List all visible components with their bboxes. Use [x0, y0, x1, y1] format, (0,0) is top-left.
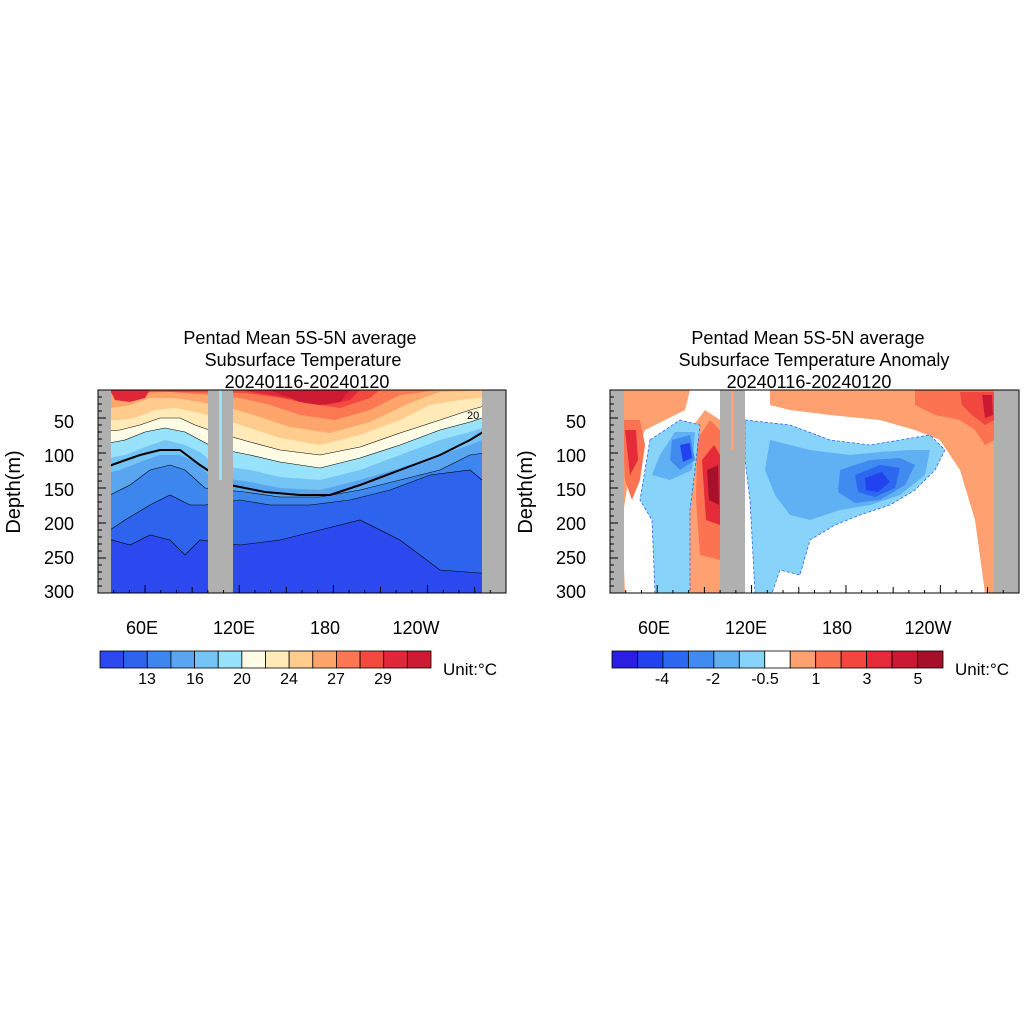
left-date-range: 20240116-20240120 [225, 372, 390, 392]
left-colorbar-swatch [123, 650, 148, 669]
right-colorbar-swatch [840, 650, 868, 669]
left-isoline-a [98, 409, 506, 469]
right-unit-label: Unit:°C [955, 660, 1009, 679]
left-colorbar-swatch [146, 650, 172, 669]
right-colorbar-swatch [662, 650, 689, 669]
right-land-americas [994, 390, 1019, 593]
left-land-gap [219, 390, 222, 480]
left-subtitle: Subsurface Temperature [205, 350, 402, 370]
left-colorbar-swatch [265, 650, 290, 669]
right-date-range: 20240116-20240120 [727, 372, 892, 392]
right-warm-west-core [625, 430, 638, 475]
right-x-tick-label: 120W [904, 618, 951, 638]
temperature-panel: Pentad Mean 5S-5N average Subsurface Tem… [3, 328, 507, 688]
left-title: Pentad Mean 5S-5N average [183, 328, 416, 348]
right-cold-central-peak [865, 472, 890, 492]
left-y-tick-label: 50 [54, 412, 74, 432]
left-colorbar-swatch [406, 650, 432, 669]
left-land-americas [482, 390, 506, 593]
left-colorbar-swatch [170, 650, 195, 669]
left-x-tick-label: 180 [310, 618, 340, 638]
left-y-tick-label: 200 [44, 514, 74, 534]
left-colorbar-label: 13 [138, 671, 156, 688]
right-colorbar-swatch [637, 650, 664, 669]
left-contour-field: 20 [98, 390, 506, 593]
right-y-axis: 50 100 150 200 250 300 Depth(m) [515, 389, 618, 602]
left-colorbar-swatch [359, 650, 385, 669]
left-colorbar-swatch [288, 650, 314, 669]
left-colorbar-label: 29 [374, 671, 392, 688]
left-contour-label-20: 20 [467, 410, 479, 422]
right-y-tick-label: 50 [566, 412, 586, 432]
left-isotherm-20 [98, 417, 506, 496]
left-y-tick-label: 100 [44, 446, 74, 466]
right-y-tick-label: 300 [556, 582, 586, 602]
right-colorbar-swatch [611, 650, 638, 669]
right-land-gap [731, 390, 734, 450]
left-colorbar-swatch [194, 650, 219, 669]
right-colorbar-swatch [866, 650, 893, 669]
right-colorbar-swatch [789, 650, 817, 669]
right-colorbar-swatch [738, 650, 766, 669]
right-cold-west-peak [680, 443, 692, 462]
left-isoline-d [98, 469, 506, 531]
left-colorbar-label: 27 [327, 671, 345, 688]
right-colorbar-swatch [891, 650, 918, 669]
right-contour-field [610, 390, 1019, 593]
left-colorbar-swatch [217, 650, 243, 669]
right-colorbar: -4 -2 -0.5 1 3 5 Unit:°C [611, 650, 1009, 688]
right-y-tick-label: 150 [556, 480, 586, 500]
left-colorbar-label: 16 [186, 671, 204, 688]
right-y-tick-label: 200 [556, 514, 586, 534]
right-y-tick-label: 250 [556, 548, 586, 568]
right-colorbar-swatch [764, 650, 791, 669]
left-colorbar-swatch [336, 650, 361, 669]
left-x-tick-label: 60E [126, 618, 158, 638]
left-y-axis-label: Depth(m) [3, 450, 25, 533]
right-colorbar-label: -0.5 [751, 671, 779, 688]
right-warm-east-peak [982, 395, 993, 418]
left-colorbar-swatch [383, 650, 408, 669]
left-colorbar-swatch [312, 650, 337, 669]
right-subtitle: Subsurface Temperature Anomaly [679, 350, 950, 370]
right-x-tick-label: 180 [822, 618, 852, 638]
left-colorbar-label: 24 [280, 671, 298, 688]
right-land-africa [610, 390, 624, 593]
left-y-tick-label: 150 [44, 480, 74, 500]
right-x-tick-label: 60E [638, 618, 670, 638]
left-x-tick-label: 120E [213, 618, 255, 638]
anomaly-panel: Pentad Mean 5S-5N average Subsurface Tem… [515, 328, 1020, 688]
left-colorbar-swatch [99, 650, 125, 669]
left-isoline-c [98, 449, 506, 501]
left-unit-label: Unit:°C [443, 660, 497, 679]
right-colorbar-label: 1 [812, 671, 821, 688]
right-colorbar-swatch [687, 650, 715, 669]
right-title: Pentad Mean 5S-5N average [691, 328, 924, 348]
left-x-axis: 60E 120E 180 120W [113, 585, 491, 638]
left-y-tick-label: 300 [44, 582, 74, 602]
right-y-axis-label: Depth(m) [515, 450, 537, 533]
left-colorbar-swatch [241, 650, 266, 669]
right-x-axis: 60E 120E 180 120W [625, 585, 1004, 638]
right-x-tick-label: 120E [725, 618, 767, 638]
left-land-africa [98, 390, 111, 593]
right-colorbar-label: 3 [863, 671, 872, 688]
left-y-tick-label: 250 [44, 548, 74, 568]
left-y-axis: 50 100 150 200 250 300 Depth(m) [3, 389, 106, 602]
right-warm-column-peak [707, 465, 719, 505]
left-colorbar: 13 16 20 24 27 29 Unit:°C [99, 650, 497, 688]
right-colorbar-label: -4 [655, 671, 669, 688]
right-colorbar-swatch [917, 650, 944, 669]
right-colorbar-swatch [815, 650, 842, 669]
left-x-tick-label: 120W [392, 618, 439, 638]
left-colorbar-label: 20 [233, 671, 251, 688]
left-band-13 [270, 390, 350, 405]
left-isoline-b [98, 399, 506, 456]
right-y-tick-label: 100 [556, 446, 586, 466]
right-colorbar-label: 5 [914, 671, 923, 688]
right-colorbar-label: -2 [706, 671, 720, 688]
right-colorbar-swatch [713, 650, 740, 669]
